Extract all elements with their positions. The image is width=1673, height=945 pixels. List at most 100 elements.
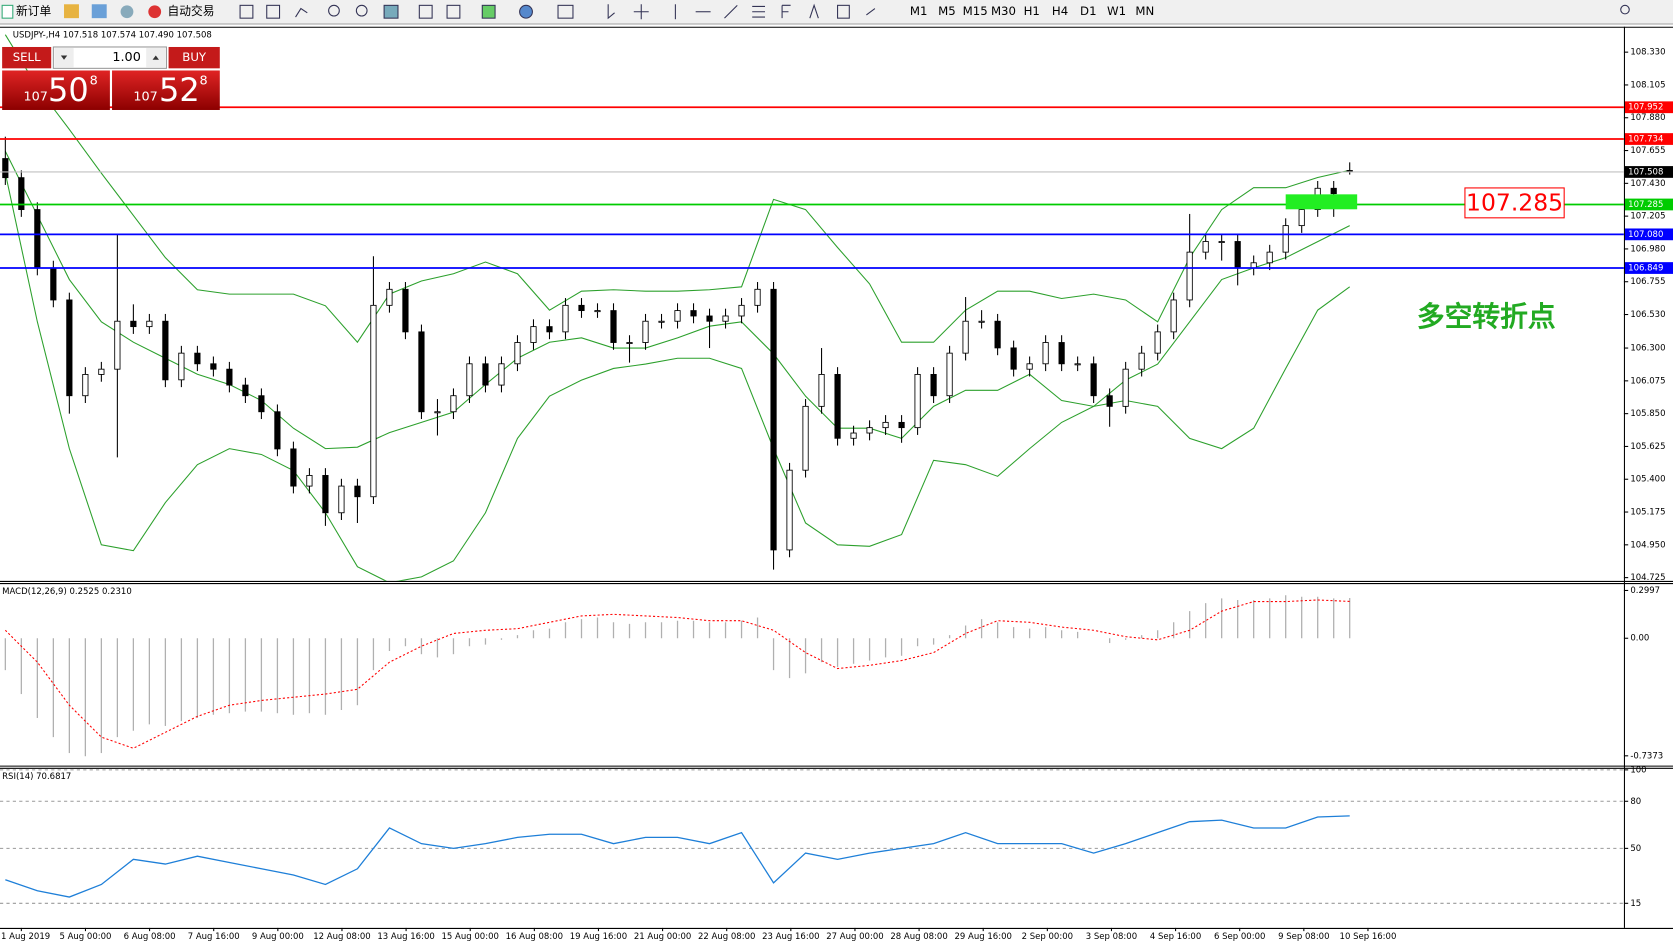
candle-body (866, 427, 873, 434)
toolbar-icon[interactable] (64, 4, 79, 19)
candle-body (34, 209, 41, 269)
timeframe-button[interactable]: M30 (991, 4, 1016, 18)
annotation-box (1464, 187, 1565, 219)
candle-body (818, 374, 825, 407)
lots-field[interactable] (52, 46, 167, 69)
y-tick-label: 107.880 (1630, 113, 1665, 123)
toolbar-icon[interactable] (446, 4, 461, 19)
search-icon[interactable] (1620, 4, 1630, 15)
timeframe-button[interactable]: D1 (1080, 4, 1097, 18)
timeframe-button[interactable]: H1 (1024, 4, 1040, 18)
panel-rsi (0, 769, 1624, 904)
timeframe-button[interactable]: W1 (1107, 4, 1126, 18)
panel-candlestick (0, 34, 1624, 581)
candle-body (258, 395, 265, 413)
timeframe-button[interactable]: H4 (1052, 4, 1068, 18)
candle-body (594, 310, 601, 313)
candle-body (1330, 187, 1337, 195)
timeframe-button[interactable]: MN (1135, 4, 1154, 18)
x-tick-label: 3 Sep 08:00 (1086, 932, 1137, 942)
toolbar-icon[interactable] (837, 4, 850, 19)
x-tick-label: 23 Aug 16:00 (762, 932, 819, 942)
candle-body (1106, 395, 1113, 407)
candle-body (770, 288, 777, 551)
buy-price-point: 8 (200, 74, 208, 89)
candle-body (514, 342, 521, 365)
timeframe-button[interactable]: M1 (910, 4, 928, 18)
toolbar-icon[interactable] (781, 4, 791, 19)
candle-body (674, 310, 681, 322)
timeframe-button[interactable]: M15 (963, 4, 988, 18)
lots-value[interactable]: 1.00 (112, 50, 140, 65)
auto-trading-icon[interactable] (148, 5, 162, 19)
candle-body (194, 352, 201, 365)
toolbar-icon[interactable] (418, 4, 433, 19)
x-tick-label: 2 Sep 00:00 (1022, 932, 1073, 942)
panel-title: RSI(14) 70.6817 (2, 772, 71, 782)
price-level-tag (1624, 198, 1673, 211)
new-order-button[interactable]: 新订单 (16, 4, 51, 18)
toolbar-icon[interactable] (266, 4, 281, 19)
annotation-text: 多空转折点 (1417, 300, 1556, 333)
buy-price-box[interactable] (112, 70, 220, 110)
sell-label[interactable]: SELL (13, 50, 41, 64)
candle-body (1170, 299, 1177, 333)
price-level-label: 107.952 (1628, 103, 1663, 113)
candle-body (834, 374, 841, 439)
y-tick-label: 15 (1630, 899, 1641, 909)
toolbar-icon[interactable] (633, 4, 649, 20)
toolbar-icon[interactable] (120, 5, 134, 19)
toolbar-icon[interactable] (809, 3, 819, 19)
toolbar-icon[interactable] (383, 4, 399, 19)
buy-button[interactable] (168, 46, 220, 69)
candle-body (786, 469, 793, 551)
y-tick-label: 106.075 (1630, 376, 1665, 386)
new-order-icon[interactable] (1, 4, 14, 19)
toolbar-icon[interactable] (607, 4, 615, 20)
candle-body (1234, 241, 1241, 269)
candle-body (146, 320, 153, 328)
y-tick-label: 105.625 (1630, 442, 1665, 452)
toolbar-icon[interactable] (519, 4, 533, 19)
y-tick-label: 107.430 (1630, 179, 1665, 189)
candle-body (402, 288, 409, 333)
buy-label[interactable]: BUY (182, 50, 207, 64)
candle-body (658, 320, 665, 323)
toolbar-icon[interactable] (752, 5, 766, 18)
candle-body (946, 352, 953, 397)
toolbar-icons (239, 3, 1630, 20)
toolbar-icon[interactable] (724, 4, 738, 19)
x-tick-label: 13 Aug 16:00 (377, 932, 434, 942)
y-tick-label: 50 (1630, 844, 1641, 854)
annotation-price: 107.285 (1466, 188, 1563, 216)
toolbar-icon[interactable] (91, 4, 107, 19)
sell-price-box[interactable] (2, 70, 110, 110)
toolbar-icon[interactable] (866, 8, 876, 16)
candle-body (898, 421, 905, 429)
candle-body (1042, 342, 1049, 365)
toolbar-icon[interactable] (481, 4, 496, 19)
candle-body (1282, 225, 1289, 253)
candle-body (1058, 342, 1065, 365)
x-tick-label: 21 Aug 00:00 (634, 932, 691, 942)
toolbar-icon[interactable] (239, 4, 254, 19)
toolbar-icon[interactable] (557, 4, 574, 19)
timeframe-button[interactable]: M5 (938, 4, 956, 18)
time-axis: 1 Aug 2019 5 Aug 00:00 6 Aug 08:00 7 Aug 16… (1, 927, 1396, 942)
candle-body (482, 363, 489, 386)
sell-button[interactable] (2, 46, 52, 69)
y-tick-label: 106.980 (1630, 244, 1665, 254)
candle-body (1186, 251, 1193, 301)
price-level-label: 107.285 (1628, 200, 1663, 210)
toolbar-icon[interactable] (328, 4, 340, 17)
x-tick-label: 27 Aug 00:00 (826, 932, 883, 942)
bollinger-middle (4, 151, 1350, 450)
auto-trading-button[interactable]: 自动交易 (168, 4, 215, 18)
toolbar-icon[interactable] (295, 7, 308, 18)
buy-price-pips: 52 (159, 71, 200, 109)
toolbar-icon[interactable] (355, 4, 368, 17)
candle-body (1138, 352, 1145, 370)
candle-body (498, 363, 505, 386)
candle-body (1202, 241, 1209, 253)
